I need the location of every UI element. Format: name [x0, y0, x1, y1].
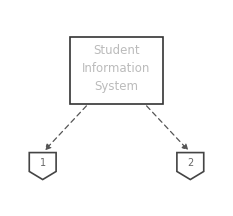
Polygon shape [177, 152, 204, 179]
Text: 2: 2 [187, 158, 193, 168]
Bar [69, 38, 164, 104]
Text: Student
Information
System: Student Information System [82, 44, 151, 93]
Polygon shape [29, 152, 56, 179]
Text: 1: 1 [40, 158, 46, 168]
